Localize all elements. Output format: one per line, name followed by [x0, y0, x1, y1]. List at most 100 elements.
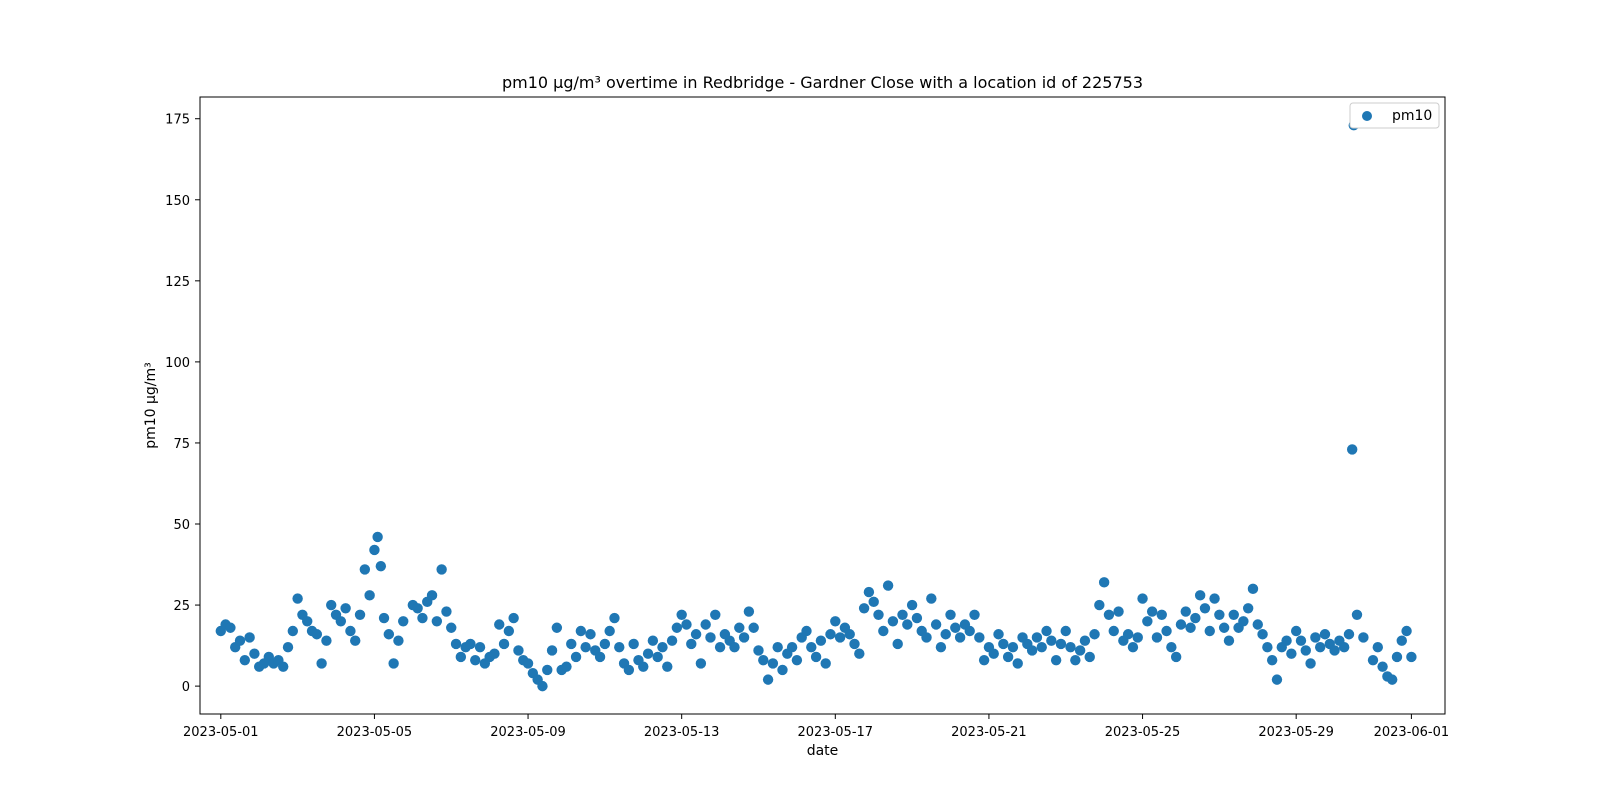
data-point — [388, 658, 399, 669]
data-point — [743, 606, 755, 617]
data-point — [594, 651, 606, 663]
data-point — [1204, 625, 1215, 637]
data-point — [791, 654, 803, 666]
data-point — [897, 609, 908, 620]
data-point — [714, 642, 726, 653]
data-point — [863, 586, 875, 598]
data-point — [546, 645, 558, 656]
data-point — [234, 635, 246, 646]
data-point — [1098, 577, 1110, 588]
data-point — [1156, 609, 1167, 620]
x-tick-label: 2023-05-25 — [1105, 725, 1181, 740]
data-point — [1007, 642, 1019, 653]
data-point — [887, 616, 899, 627]
data-point — [1257, 629, 1268, 640]
data-point — [513, 645, 524, 656]
data-point — [762, 674, 774, 685]
data-point — [642, 648, 654, 659]
data-point — [1266, 654, 1278, 666]
data-point — [1146, 606, 1158, 617]
data-point — [638, 661, 649, 672]
data-point — [993, 629, 1004, 640]
data-point — [335, 616, 347, 627]
data-point — [412, 603, 423, 614]
chart-title: pm10 µg/m³ overtime in Redbridge - Gardn… — [502, 73, 1143, 92]
data-point — [1180, 606, 1191, 617]
data-point — [1290, 625, 1302, 637]
data-point — [954, 632, 966, 643]
legend-box — [1349, 102, 1440, 129]
data-point — [1338, 642, 1350, 653]
data-point — [820, 658, 831, 669]
data-point — [657, 642, 668, 653]
data-point — [609, 612, 620, 624]
data-point — [902, 619, 913, 630]
data-point — [1314, 642, 1326, 653]
data-point — [1262, 642, 1273, 653]
data-point — [561, 661, 572, 672]
data-point — [239, 654, 251, 666]
data-point — [1271, 674, 1283, 685]
data-point — [1372, 642, 1383, 653]
data-point — [1406, 651, 1417, 663]
data-point — [1300, 645, 1311, 656]
y-tick-label: 0 — [182, 680, 190, 695]
y-axis: 0 25 50 75 100 125 150 175 — [165, 113, 200, 695]
data-point — [566, 638, 577, 650]
data-point — [810, 651, 822, 663]
y-tick-label: 25 — [173, 599, 190, 614]
data-point — [729, 642, 740, 653]
data-point — [614, 642, 625, 653]
data-point — [465, 638, 476, 650]
data-point — [417, 612, 428, 624]
data-point — [1218, 622, 1230, 633]
data-point — [1132, 632, 1143, 643]
data-point — [350, 635, 361, 646]
data-point — [1295, 635, 1307, 646]
data-point — [522, 658, 534, 669]
x-axis: 2023-05-01 2023-05-05 2023-05-09 2023-05-13… — [183, 714, 1449, 740]
data-point — [393, 635, 404, 646]
data-point — [700, 619, 711, 630]
plot-frame — [199, 96, 1446, 715]
data-point — [1074, 645, 1086, 656]
data-point — [278, 661, 289, 672]
data-point — [508, 612, 519, 624]
data-point — [758, 654, 769, 666]
data-point — [628, 638, 639, 650]
x-tick-label: 2023-05-21 — [951, 725, 1027, 740]
data-point — [748, 622, 759, 633]
data-point — [1396, 635, 1407, 646]
data-point — [450, 638, 462, 650]
data-point — [1310, 632, 1321, 643]
data-point — [1175, 619, 1187, 630]
data-point — [806, 642, 817, 653]
data-point — [311, 629, 323, 640]
data-point — [441, 606, 452, 617]
data-point — [446, 622, 457, 633]
x-tick-label: 2023-05-01 — [183, 725, 259, 740]
data-point — [244, 632, 255, 643]
data-point — [777, 664, 788, 676]
data-point — [666, 635, 678, 646]
data-point — [575, 625, 587, 637]
data-point — [375, 560, 387, 572]
data-point — [1386, 674, 1398, 685]
data-point — [1305, 658, 1316, 669]
data-point — [326, 599, 337, 611]
data-point — [503, 625, 515, 637]
data-point — [1166, 642, 1177, 653]
data-point — [542, 664, 553, 676]
data-point — [1108, 625, 1119, 637]
data-point — [1401, 625, 1412, 637]
data-point — [1012, 658, 1023, 669]
data-point — [316, 658, 327, 669]
data-point — [1046, 635, 1057, 646]
data-point — [1286, 648, 1297, 659]
data-point — [345, 625, 356, 637]
data-point — [686, 638, 697, 650]
data-point — [1329, 645, 1340, 656]
data-point — [786, 642, 798, 653]
data-point — [383, 629, 395, 640]
